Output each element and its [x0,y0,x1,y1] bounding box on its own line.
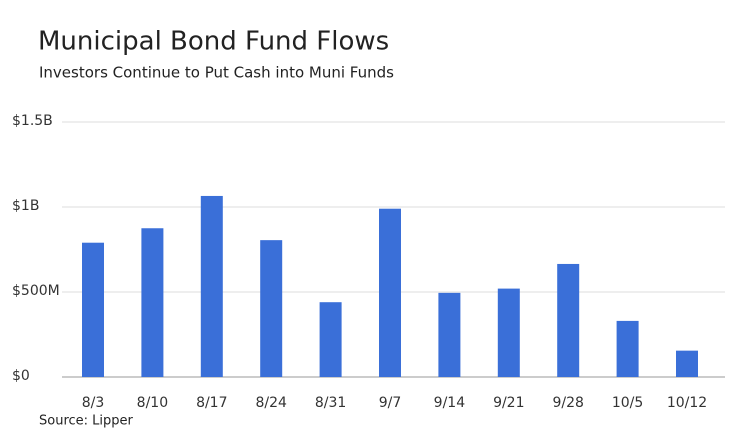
bar [82,242,104,377]
y-tick-label: $0 [12,368,30,384]
x-tick-label: 9/21 [493,395,524,411]
bar [379,208,401,377]
x-tick-label: 8/17 [196,395,227,411]
bar [200,195,223,377]
x-tick-label: 8/10 [137,395,168,411]
bar [676,350,698,377]
x-tick-label: 8/3 [82,395,105,411]
x-tick-label: 9/28 [552,395,583,411]
x-tick-label: 9/14 [434,395,466,411]
chart-title: Municipal Bond Fund Flows [38,27,389,57]
y-tick-label: $1.5B [12,113,53,129]
bar [557,263,580,377]
x-tick-label: 9/7 [379,395,402,411]
chart-subtitle: Investors Continue to Put Cash into Muni… [39,64,394,82]
y-tick-label: $500M [12,283,60,299]
x-tick-label: 10/5 [612,395,643,411]
bar [616,320,639,377]
bar [141,228,164,377]
y-tick-label: $1B [12,198,39,214]
bar [260,240,283,377]
bar [319,302,342,377]
x-tick-label: 8/24 [255,395,287,411]
x-tick-label: 10/12 [667,395,707,411]
bar [438,292,461,377]
bar [497,288,520,377]
x-tick-label: 8/31 [315,395,346,411]
source-note: Source: Lipper [39,414,134,429]
